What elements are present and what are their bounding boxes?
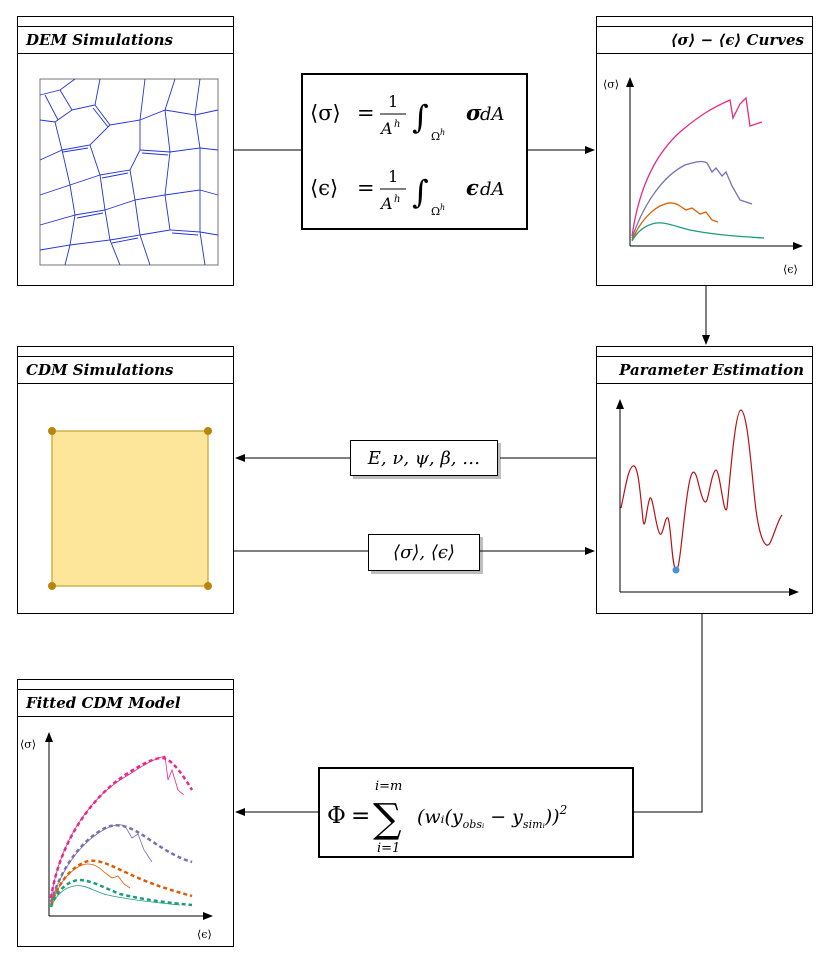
fitted-x-axis-label: ⟨ϵ⟩ [197, 928, 212, 941]
stress-strain-curves-plot: ⟨σ⟩ ⟨ϵ⟩ [603, 77, 803, 276]
sigma-equals: = [357, 101, 375, 125]
curve-pink [631, 96, 763, 237]
cdm-node-bottom-right [204, 582, 212, 590]
curves-y-axis-label: ⟨σ⟩ [603, 78, 619, 91]
objective-equals: = [351, 803, 370, 829]
averages-label: ⟨σ⟩, ⟨ϵ⟩ [393, 542, 455, 563]
fitted-model-orange [49, 859, 193, 906]
sigma-integral: ∫ [412, 98, 429, 136]
averaging-equation-box [301, 73, 528, 230]
parameters-box: E, ν, ψ, β, … [350, 440, 498, 476]
curves-panel: ⟨σ⟩ − ⟨ϵ⟩ Curves [596, 16, 813, 286]
averaging-equations: ⟨σ⟩ = 1 A h ∫ Ω h σ dA ⟨ϵ⟩ = 1 A h ∫ Ω h… [310, 92, 505, 218]
curve-purple [631, 160, 753, 239]
sigma-average-lhs: ⟨σ⟩ [310, 101, 341, 125]
fitted-panel-title: Fitted CDM Model [18, 690, 233, 717]
epsilon-domain-exponent: h [440, 203, 445, 212]
objective-phi: Φ [327, 803, 346, 829]
curve-green [631, 222, 765, 242]
dem-panel-tab [18, 17, 233, 27]
sigma-domain: Ω [431, 130, 440, 143]
cdm-node-top-left [48, 427, 56, 435]
objective-function: Φ = i=m ∑ i=1 (wᵢ(yobsᵢ − ysimᵢ))2 [327, 779, 567, 856]
averages-box: ⟨σ⟩, ⟨ϵ⟩ [368, 534, 480, 571]
sigma-numerator: 1 [388, 92, 398, 111]
objective-function-box [318, 767, 634, 858]
param-panel-title: Parameter Estimation [597, 357, 812, 384]
fitted-model-green [49, 878, 193, 908]
sigma-area: A [379, 119, 393, 138]
fitted-model-purple [49, 824, 193, 903]
cdm-panel-tab [18, 347, 233, 357]
sigma-differential: dA [480, 104, 505, 125]
cdm-node-top-right [204, 427, 212, 435]
epsilon-differential: dA [480, 179, 505, 200]
epsilon-integrand: ϵ [466, 175, 479, 200]
dem-panel-title: DEM Simulations [18, 27, 233, 54]
curves-panel-title: ⟨σ⟩ − ⟨ϵ⟩ Curves [597, 27, 812, 54]
curve-orange [631, 202, 719, 241]
cdm-element [48, 427, 212, 590]
sum-lower-limit: i=1 [377, 841, 400, 856]
epsilon-numerator: 1 [388, 167, 398, 186]
epsilon-integral: ∫ [412, 173, 429, 211]
curves-x-axis-label: ⟨ϵ⟩ [783, 263, 798, 276]
epsilon-domain: Ω [431, 205, 440, 218]
sigma-domain-exponent: h [440, 128, 445, 137]
objective-landscape-curve [620, 409, 783, 571]
sum-upper-limit: i=m [375, 779, 402, 794]
sigma-integrand: σ [466, 100, 482, 125]
curves-panel-tab [597, 17, 812, 27]
epsilon-area-exponent: h [394, 194, 400, 205]
parameter-estimation-plot [616, 399, 799, 596]
sum-symbol: ∑ [373, 796, 402, 842]
param-panel-tab [597, 347, 812, 357]
fitted-y-axis-label: ⟨σ⟩ [20, 738, 36, 751]
param-panel: Parameter Estimation [596, 346, 813, 614]
fitted-model-plot: ⟨σ⟩ ⟨ϵ⟩ [20, 732, 213, 941]
objective-term: (wᵢ(yobsᵢ − ysimᵢ))2 [417, 803, 567, 831]
minimum-point [672, 566, 680, 574]
sigma-area-exponent: h [394, 119, 400, 130]
cdm-panel-title: CDM Simulations [18, 357, 233, 384]
fitted-observed-pink [50, 755, 185, 899]
epsilon-area: A [379, 194, 393, 213]
cdm-node-bottom-left [48, 582, 56, 590]
fitted-observed-green [50, 885, 181, 908]
dem-grain-microstructure [39, 78, 219, 266]
connectors [234, 146, 710, 816]
epsilon-equals: = [357, 176, 375, 200]
parameters-label: E, ν, ψ, β, … [367, 447, 481, 469]
epsilon-average-lhs: ⟨ϵ⟩ [310, 176, 338, 200]
fitted-panel-tab [18, 680, 233, 690]
